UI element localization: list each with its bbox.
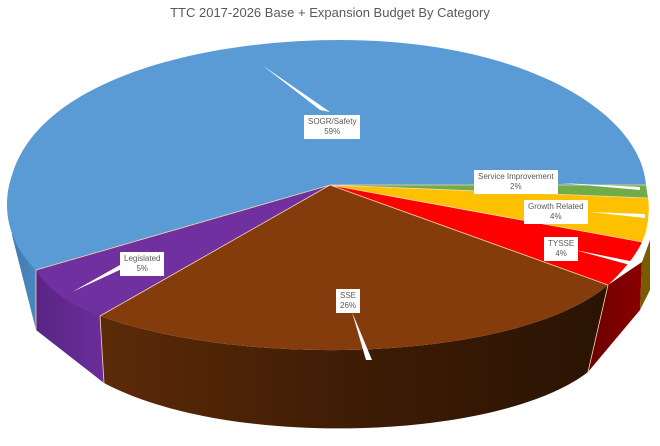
slice-side-legislated <box>36 270 104 383</box>
label-legislated: Legislated 5% <box>120 252 165 276</box>
label-service-improvement: Service Improvement 2% <box>474 170 558 194</box>
slice-top-sse <box>100 185 608 351</box>
label-tysse: TYSSE 4% <box>544 237 579 261</box>
slice-top-sogr <box>6 40 646 270</box>
slice-top-legislated <box>36 185 330 316</box>
label-sse: SSE 26% <box>336 289 361 313</box>
label-sogr: SOGR/Safety 59% <box>304 115 361 139</box>
slice-side-tysse <box>588 262 642 372</box>
slice-side-growth <box>640 240 650 310</box>
slice-side-sse <box>100 285 608 429</box>
chart-title: TTC 2017-2026 Base + Expansion Budget By… <box>170 5 490 20</box>
label-growth-related: Growth Related 4% <box>524 200 588 224</box>
